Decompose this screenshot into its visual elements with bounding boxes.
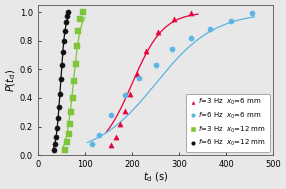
Point <box>156 31 160 34</box>
Point <box>134 72 139 75</box>
Point <box>128 92 132 95</box>
Point <box>123 94 127 97</box>
Point <box>207 28 212 31</box>
Point <box>153 64 158 67</box>
Point <box>75 45 79 48</box>
Point <box>109 114 113 117</box>
Legend: $\it{f}$=3 Hz  $\it{x}_{0}$=6 mm, $\it{f}$=6 Hz  $\it{x}_{0}$=6 mm, $\it{f}$=3 H: $\it{f}$=3 Hz $\it{x}_{0}$=6 mm, $\it{f}… <box>186 94 270 152</box>
Point <box>118 122 123 125</box>
Point <box>55 127 59 130</box>
Point <box>63 29 67 32</box>
Point <box>109 144 113 147</box>
Point <box>54 135 59 138</box>
Point <box>189 36 193 39</box>
Point <box>72 79 76 82</box>
Point <box>65 11 70 14</box>
Point <box>172 18 177 21</box>
Point <box>229 19 233 22</box>
Point <box>70 96 75 99</box>
Point <box>113 135 118 138</box>
Point <box>189 12 193 15</box>
Point <box>52 148 57 151</box>
X-axis label: $\it{t}_{\rm d}$ (s): $\it{t}_{\rm d}$ (s) <box>143 170 168 184</box>
Point <box>58 92 62 95</box>
Point <box>60 64 64 67</box>
Point <box>73 62 78 65</box>
Point <box>137 76 142 79</box>
Point <box>170 48 174 51</box>
Point <box>63 21 68 24</box>
Point <box>66 132 71 135</box>
Point <box>69 111 74 114</box>
Point <box>76 29 81 32</box>
Point <box>68 122 72 125</box>
Point <box>80 11 85 14</box>
Point <box>59 78 63 81</box>
Point <box>53 142 58 145</box>
Point <box>65 141 69 144</box>
Point <box>63 148 67 151</box>
Point <box>97 134 102 137</box>
Point <box>57 105 61 108</box>
Point <box>64 15 69 18</box>
Point <box>250 12 254 15</box>
Point <box>144 49 148 52</box>
Point <box>123 109 127 112</box>
Point <box>56 117 60 120</box>
Y-axis label: $P(t_{\rm d})$: $P(t_{\rm d})$ <box>5 69 19 92</box>
Point <box>61 51 65 54</box>
Point <box>78 18 83 21</box>
Point <box>61 39 66 42</box>
Point <box>90 142 94 145</box>
